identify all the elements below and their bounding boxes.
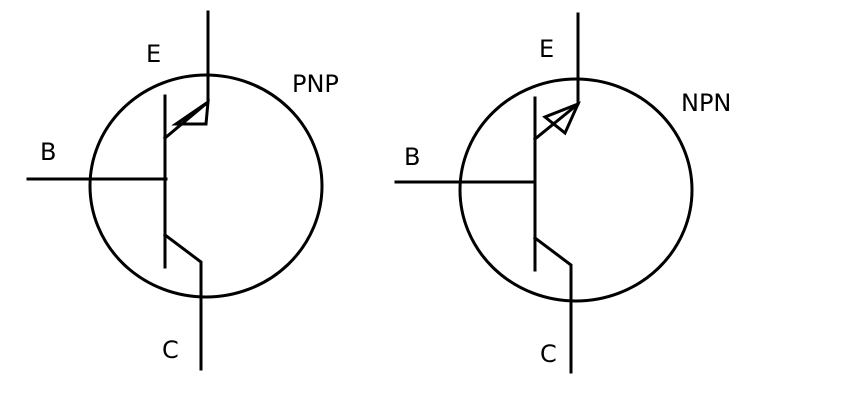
npn-collector-label: C bbox=[540, 340, 557, 368]
npn-type-label: NPN bbox=[681, 89, 731, 117]
pnp-collector-label: C bbox=[162, 336, 179, 364]
pnp-transistor-symbol: E B C PNP bbox=[26, 10, 339, 371]
pnp-emitter-label: E bbox=[146, 40, 161, 68]
pnp-body-circle bbox=[88, 73, 324, 299]
pnp-emitter-arrow bbox=[171, 98, 210, 126]
npn-transistor-symbol: E B C NPN bbox=[394, 12, 731, 374]
npn-emitter-arrow bbox=[542, 101, 581, 136]
npn-collector-lead bbox=[532, 235, 573, 374]
pnp-collector-lead bbox=[162, 232, 203, 371]
pnp-type-label: PNP bbox=[292, 70, 339, 98]
pnp-base-label: B bbox=[40, 138, 56, 166]
npn-emitter-label: E bbox=[539, 35, 554, 63]
npn-body-circle bbox=[458, 77, 694, 303]
npn-base-label: B bbox=[404, 143, 420, 171]
